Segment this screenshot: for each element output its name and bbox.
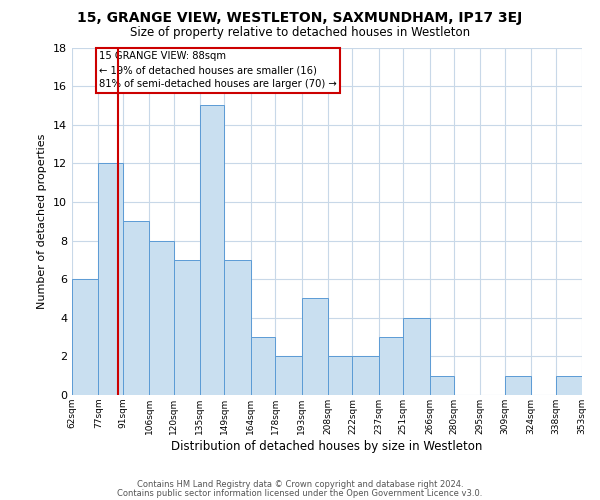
Bar <box>430 376 454 395</box>
Bar <box>72 279 98 395</box>
Bar <box>379 337 403 395</box>
Text: Size of property relative to detached houses in Westleton: Size of property relative to detached ho… <box>130 26 470 39</box>
Y-axis label: Number of detached properties: Number of detached properties <box>37 134 47 309</box>
Text: 15, GRANGE VIEW, WESTLETON, SAXMUNDHAM, IP17 3EJ: 15, GRANGE VIEW, WESTLETON, SAXMUNDHAM, … <box>77 11 523 25</box>
Bar <box>505 376 531 395</box>
Bar <box>149 240 173 395</box>
Text: Contains public sector information licensed under the Open Government Licence v3: Contains public sector information licen… <box>118 488 482 498</box>
Bar <box>328 356 352 395</box>
Bar <box>123 222 149 395</box>
Bar <box>352 356 379 395</box>
Text: Contains HM Land Registry data © Crown copyright and database right 2024.: Contains HM Land Registry data © Crown c… <box>137 480 463 489</box>
Bar <box>302 298 328 395</box>
Text: 15 GRANGE VIEW: 88sqm
← 19% of detached houses are smaller (16)
81% of semi-deta: 15 GRANGE VIEW: 88sqm ← 19% of detached … <box>99 52 337 90</box>
Bar <box>200 106 224 395</box>
Bar <box>403 318 430 395</box>
Bar <box>173 260 200 395</box>
Bar <box>224 260 251 395</box>
Bar <box>275 356 302 395</box>
Bar <box>556 376 582 395</box>
Bar <box>98 164 123 395</box>
Bar <box>251 337 275 395</box>
X-axis label: Distribution of detached houses by size in Westleton: Distribution of detached houses by size … <box>172 440 482 452</box>
